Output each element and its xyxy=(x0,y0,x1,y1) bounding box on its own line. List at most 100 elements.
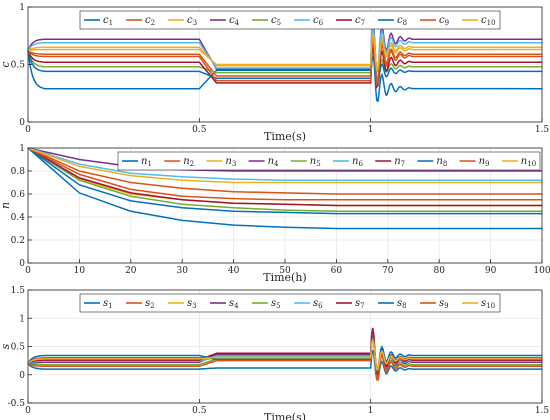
legend-label: n2 xyxy=(183,156,194,168)
x-ticks: 0 0.5 1 1.5 xyxy=(25,399,549,416)
series-line-c9 xyxy=(27,39,542,87)
legend-item-n9: n9 xyxy=(459,156,490,168)
legend-label: c1 xyxy=(103,15,113,27)
legend-label: c9 xyxy=(439,15,449,27)
legend: s1 s2 s3 s4 s5 s6 s7 s8 s9 s10 xyxy=(79,293,501,313)
series-lines xyxy=(27,327,542,381)
legend-item-s4: s4 xyxy=(210,298,239,310)
series-line-n10 xyxy=(27,147,542,184)
x-tick-label: 20 xyxy=(125,266,137,276)
x-tick-label: 30 xyxy=(176,266,188,276)
series-lines xyxy=(27,147,542,230)
legend-label: s5 xyxy=(271,298,281,310)
y-tick-label: 0.5 xyxy=(11,343,26,353)
legend-item-s1: s1 xyxy=(84,298,113,310)
legend-label: c7 xyxy=(355,15,365,27)
legend: c1 c2 c3 c4 c5 c6 c7 c8 c9 c10 xyxy=(79,10,501,30)
x-axis-label: Time(s) xyxy=(264,411,306,420)
series-line-s10 xyxy=(27,339,542,371)
series-line-n4 xyxy=(27,147,542,172)
legend-label: n5 xyxy=(310,156,321,168)
x-tick-label: 80 xyxy=(433,266,445,276)
legend-item-s8: s8 xyxy=(378,298,407,310)
series-line-n9 xyxy=(27,147,542,201)
legend-label: n4 xyxy=(268,156,279,168)
x-tick-label: 1 xyxy=(368,125,374,135)
legend-item-n6: n6 xyxy=(333,156,363,168)
y-tick-label: 1 xyxy=(19,314,25,324)
legend-item-n3: n3 xyxy=(206,156,236,168)
series-line-n7 xyxy=(27,147,542,207)
x-tick-label: 1.5 xyxy=(535,406,550,416)
series-line-n2 xyxy=(27,147,542,195)
legend-label: s4 xyxy=(229,298,239,310)
series-line-c10 xyxy=(27,33,543,72)
legend-label: c3 xyxy=(187,15,197,27)
legend-item-n5: n5 xyxy=(290,156,321,168)
x-tick-label: 50 xyxy=(279,266,291,276)
x-tick-label: 0 xyxy=(25,266,31,276)
legend-label: s6 xyxy=(313,298,323,310)
legend-label: c8 xyxy=(397,15,407,27)
x-tick-label: 40 xyxy=(228,266,240,276)
series-line-n8 xyxy=(27,147,542,215)
legend-item-s9: s9 xyxy=(420,298,449,310)
legend-item-c9: c9 xyxy=(420,15,449,27)
series-line-s9 xyxy=(27,337,542,381)
legend-label: n6 xyxy=(352,156,363,168)
legend-label: s1 xyxy=(103,298,113,310)
x-tick-label: 0 xyxy=(25,406,31,416)
series-line-s8 xyxy=(27,335,542,372)
x-ticks: 0 0.5 1 1.5 xyxy=(25,118,549,135)
y-tick-label: 1 xyxy=(19,144,25,154)
y-tick-label: 0.2 xyxy=(11,236,25,246)
legend-label: n9 xyxy=(479,156,490,168)
legend-item-s7: s7 xyxy=(336,298,365,310)
y-tick-label: 1 xyxy=(19,3,25,13)
y-tick-label: 0.5 xyxy=(11,61,26,71)
legend-item-n8: n8 xyxy=(417,156,447,168)
legend-label: s2 xyxy=(145,298,155,310)
y-ticks: -0.5 0 0.5 1 1.5 xyxy=(8,286,32,409)
legend-box xyxy=(79,10,501,30)
legend-item-s2: s2 xyxy=(126,298,155,310)
y-ticks: 00.51 xyxy=(11,3,32,128)
legend-item-s5: s5 xyxy=(252,298,281,310)
legend-label: n3 xyxy=(225,156,236,168)
series-line-c1 xyxy=(27,47,543,103)
x-tick-label: 0 xyxy=(25,125,31,135)
legend-item-c8: c8 xyxy=(378,15,407,27)
legend-label: n1 xyxy=(141,156,152,168)
y-tick-label: -0.5 xyxy=(8,399,26,409)
series-line-n6 xyxy=(27,147,542,181)
y-tick-label: 0.6 xyxy=(11,190,26,200)
x-tick-label: 0.5 xyxy=(192,406,207,416)
legend-box xyxy=(117,151,541,171)
x-tick-label: 100 xyxy=(533,266,550,276)
x-ticks: 0 10 20 30 40 50 60 70 80 90 100 xyxy=(25,259,550,276)
series-line-n5 xyxy=(27,147,542,213)
legend-item-c1: c1 xyxy=(84,15,113,27)
legend-item-n2: n2 xyxy=(164,156,194,168)
legend-item-c6: c6 xyxy=(294,15,324,27)
legend-item-c5: c5 xyxy=(252,15,281,27)
legend-item-c2: c2 xyxy=(126,15,155,27)
legend-item-c4: c4 xyxy=(210,15,240,27)
legend-item-n7: n7 xyxy=(375,156,405,168)
x-tick-label: 60 xyxy=(331,266,343,276)
x-tick-label: 1.5 xyxy=(535,125,550,135)
series-line-s1 xyxy=(27,350,542,381)
legend-label: s3 xyxy=(187,298,197,310)
legend-box xyxy=(79,293,501,313)
x-tick-label: 70 xyxy=(382,266,394,276)
legend-label: c4 xyxy=(229,15,240,27)
legend-item-c7: c7 xyxy=(336,15,365,27)
legend-label: n8 xyxy=(436,156,447,168)
series-line-c7 xyxy=(27,45,542,89)
x-tick-label: 1 xyxy=(368,406,374,416)
series-line-c8 xyxy=(27,50,542,87)
x-axis-label: Time(h) xyxy=(263,271,306,284)
